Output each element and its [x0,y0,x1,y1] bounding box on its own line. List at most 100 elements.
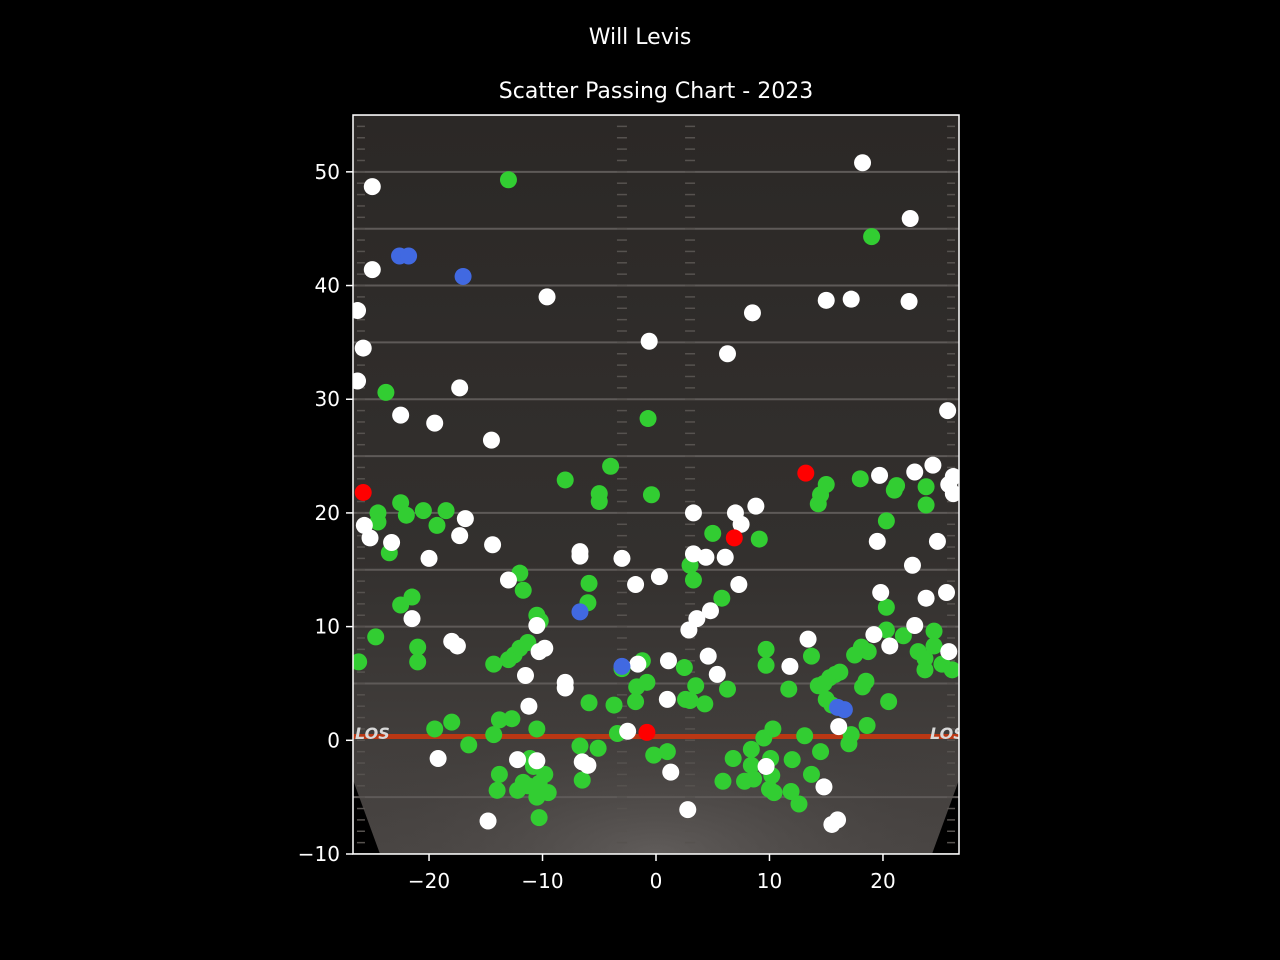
data-point [718,345,736,363]
data-point [629,655,647,673]
data-point [499,651,517,669]
x-tick-label: −10 [521,869,563,893]
series-3 [354,464,815,741]
data-point [865,626,883,644]
data-point [863,228,881,246]
data-point [718,680,736,698]
data-point [924,456,942,474]
data-point [639,410,657,428]
data-point [414,502,432,520]
data-point [765,784,783,802]
data-point [704,524,722,542]
data-point [888,477,906,495]
data-point [437,502,455,520]
x-tick-label: −20 [408,869,450,893]
data-point [881,637,899,655]
hash-marks [356,115,956,844]
data-point [675,659,693,677]
data-point [538,288,556,306]
data-point [499,571,517,589]
data-point [684,571,702,589]
data-point [454,267,472,285]
data-point [377,383,395,401]
data-point [573,771,591,789]
data-point [397,506,415,524]
data-point [363,178,381,196]
data-point [571,603,589,621]
plot-area: LOS LOS [353,115,959,854]
data-point [369,513,387,531]
data-point [799,630,817,648]
data-point [580,574,598,592]
data-point [757,757,775,775]
data-point [802,647,820,665]
data-point [802,765,820,783]
y-tick-label: 50 [315,160,340,184]
data-point [742,740,760,758]
data-point [817,291,835,309]
data-point [750,530,768,548]
data-point [426,720,444,738]
data-point [479,812,497,830]
data-point [428,516,446,534]
data-point [688,610,706,628]
data-point [708,665,726,683]
data-point [460,736,478,754]
data-point [448,637,466,655]
data-point [940,643,958,661]
data-point [530,809,548,827]
data-point [503,710,521,728]
data-point [640,332,658,350]
y-axis: −10 0 10 20 30 40 50 [298,160,353,866]
data-point [451,379,469,397]
data-point [697,548,715,566]
data-point [602,457,620,475]
data-point [367,628,385,646]
data-point [539,784,557,802]
data-point [536,765,554,783]
data-point [579,756,597,774]
data-point [451,527,469,545]
data-point [658,690,676,708]
data-point [724,749,742,767]
data-point [571,547,589,565]
data-point [363,261,381,279]
data-point [725,529,743,547]
data-point [679,801,697,819]
series-1 [353,154,959,833]
data-point [943,661,959,679]
data-point [916,661,934,679]
data-point [687,677,705,695]
los-label-left: LOS [355,724,390,743]
data-point [714,772,732,790]
data-point [590,493,608,511]
data-point [456,510,474,528]
data-point [783,751,801,769]
data-point [812,743,830,761]
data-point [484,536,502,554]
data-point [743,304,761,322]
y-tick-label: 10 [315,615,340,639]
data-point [906,463,924,481]
y-tick-label: 20 [315,501,340,525]
data-point [938,584,956,602]
data-point [650,568,668,586]
y-tick-label: 30 [315,387,340,411]
data-point [627,576,645,594]
data-point [857,672,875,690]
data-point [790,795,808,813]
data-point [835,701,853,719]
data-point [392,406,410,424]
data-point [831,663,849,681]
data-point [782,782,800,800]
data-point [877,512,895,530]
chart-title: Scatter Passing Chart - 2023 [499,79,813,104]
data-point [580,694,598,712]
data-point [716,548,734,566]
data-point [880,693,898,711]
data-point [713,589,731,607]
data-point [556,471,574,489]
data-point [925,637,943,655]
data-point [872,584,890,602]
data-point [901,209,919,227]
